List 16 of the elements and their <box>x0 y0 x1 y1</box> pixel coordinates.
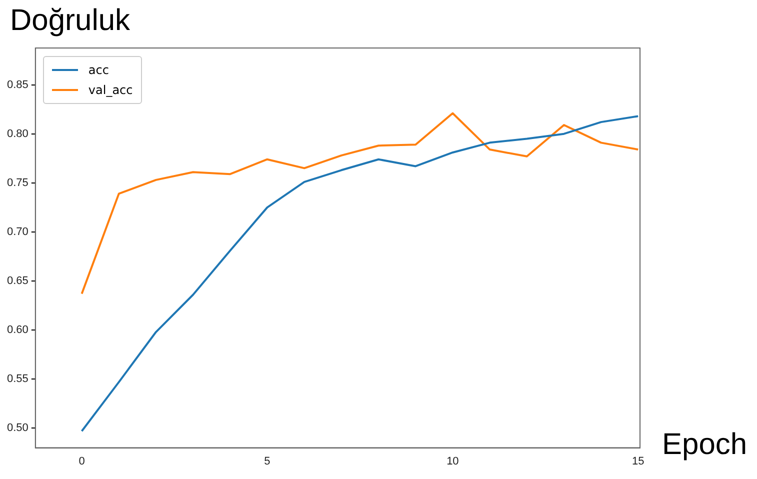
chart-title: Doğruluk <box>10 4 130 38</box>
x-axis-title: Epoch <box>662 428 748 462</box>
y-tick-label: 0.75 <box>6 176 28 189</box>
x-tick-label: 5 <box>264 455 270 468</box>
y-tick-label: 0.65 <box>6 275 28 288</box>
x-tick-label: 15 <box>632 455 644 468</box>
y-tick-label: 0.85 <box>6 78 28 91</box>
legend-label: val_acc <box>88 83 133 97</box>
y-tick-label: 0.80 <box>6 128 28 140</box>
y-tick-label: 0.60 <box>6 324 28 336</box>
y-tick-label: 0.55 <box>6 373 28 386</box>
x-tick-label: 10 <box>446 455 459 468</box>
y-tick-label: 0.50 <box>6 422 28 434</box>
y-tick-label: 0.70 <box>6 226 28 238</box>
legend-label: acc <box>88 63 109 77</box>
x-tick-label: 0 <box>78 455 85 468</box>
